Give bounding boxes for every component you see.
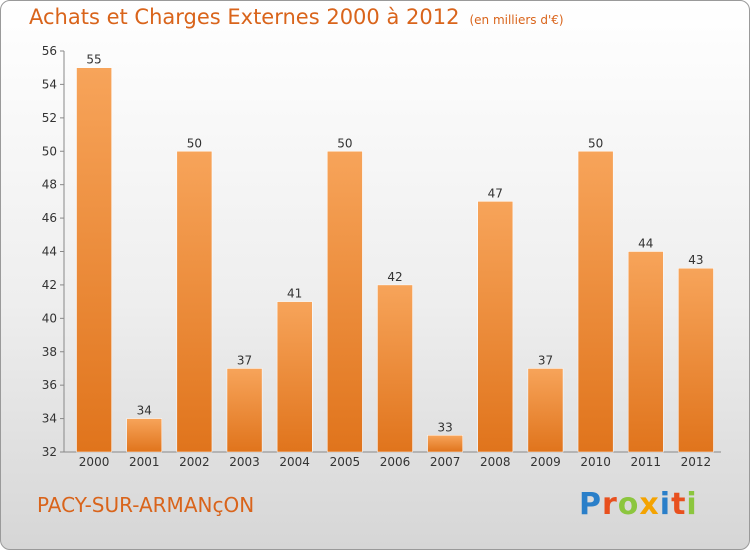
- bar-2009: [527, 368, 564, 453]
- y-tick: 36: [42, 378, 64, 392]
- bar-2001: [126, 418, 163, 453]
- axes: 32 34 36 38 40 42 44 46 48 50 52 54 56: [42, 44, 721, 459]
- bar-2006: [377, 284, 413, 453]
- y-tick: 38: [42, 345, 64, 359]
- x-tick-label-2010: 2010: [580, 455, 611, 469]
- y-tick-label: 56: [42, 44, 57, 58]
- y-tick: 50: [42, 144, 64, 158]
- x-tick-label-2012: 2012: [681, 455, 712, 469]
- y-tick-label: 40: [42, 311, 57, 325]
- y-tick: 48: [42, 178, 64, 192]
- value-label-2004: 41: [287, 287, 302, 301]
- y-tick-label: 44: [42, 245, 57, 259]
- brand-letter: i: [686, 487, 698, 522]
- value-label-2009: 37: [538, 353, 553, 367]
- y-tick: 54: [42, 77, 64, 91]
- y-tick: 40: [42, 311, 64, 325]
- commune-name: PACY-SUR-ARMANçON: [37, 493, 255, 517]
- x-tick-label-2005: 2005: [330, 455, 361, 469]
- x-tick-label-2000: 2000: [79, 455, 110, 469]
- value-label-2001: 34: [137, 404, 152, 418]
- x-tick-label-2007: 2007: [430, 455, 461, 469]
- value-label-2012: 43: [688, 253, 703, 267]
- x-tick-label-2004: 2004: [279, 455, 310, 469]
- x-tick-label-2002: 2002: [179, 455, 210, 469]
- value-label-2010: 50: [588, 136, 603, 150]
- bar-2010: [577, 151, 614, 453]
- value-label-2000: 55: [86, 53, 101, 67]
- bar-2005: [327, 151, 363, 453]
- x-tick-label-2009: 2009: [530, 455, 561, 469]
- bars: [76, 67, 714, 453]
- brand-letter: i: [659, 487, 672, 522]
- value-label-2005: 50: [337, 136, 352, 150]
- brand-letter: P: [579, 487, 602, 522]
- y-tick: 34: [42, 412, 64, 426]
- x-tick-label-2008: 2008: [480, 455, 511, 469]
- brand-letter: o: [617, 487, 640, 522]
- y-tick: 56: [42, 44, 64, 58]
- y-tick-label: 38: [42, 345, 57, 359]
- y-tick: 46: [42, 211, 64, 225]
- value-label-2002: 50: [187, 136, 202, 150]
- y-tick-label: 48: [42, 178, 57, 192]
- x-tick-label-2003: 2003: [229, 455, 260, 469]
- bar-2003: [226, 368, 263, 453]
- x-tick-label-2006: 2006: [380, 455, 411, 469]
- bar-2002: [176, 151, 213, 453]
- data-labels: 55 2000 34 2001 50 2002 37 2003 41 2004 50 2005 42 20…: [79, 53, 711, 469]
- y-tick-label: 54: [42, 77, 57, 91]
- y-tick-label: 32: [42, 445, 57, 459]
- bar-2011: [627, 251, 664, 453]
- y-tick-label: 50: [42, 144, 57, 158]
- y-tick-label: 36: [42, 378, 57, 392]
- y-tick-label: 34: [42, 412, 57, 426]
- y-tick: 44: [42, 245, 64, 259]
- value-label-2006: 42: [387, 270, 402, 284]
- y-tick-label: 42: [42, 278, 57, 292]
- brand-letter: x: [639, 487, 660, 522]
- brand-logo: Proxiti: [579, 487, 698, 522]
- y-tick: 32: [42, 445, 64, 459]
- y-tick-label: 52: [42, 111, 57, 125]
- bar-2008: [477, 201, 514, 453]
- value-label-2011: 44: [638, 237, 653, 251]
- value-label-2007: 33: [438, 420, 453, 434]
- brand-letter: t: [671, 487, 687, 522]
- value-label-2008: 47: [488, 186, 503, 200]
- bar-2012: [678, 267, 714, 453]
- value-label-2003: 37: [237, 353, 252, 367]
- x-tick-label-2011: 2011: [630, 455, 661, 469]
- brand-letter: r: [602, 487, 618, 522]
- y-tick: 52: [42, 111, 64, 125]
- bar-2004: [276, 301, 313, 453]
- bar-2007: [427, 435, 463, 453]
- x-tick-label-2001: 2001: [129, 455, 160, 469]
- title-text: Achats et Charges Externes 2000 à 2012: [29, 5, 460, 29]
- y-tick-label: 46: [42, 211, 57, 225]
- chart-title: Achats et Charges Externes 2000 à 2012 (e…: [29, 5, 564, 29]
- unit-subtitle: (en milliers d'€): [469, 13, 564, 27]
- y-tick: 42: [42, 278, 64, 292]
- bar-2000: [76, 67, 112, 453]
